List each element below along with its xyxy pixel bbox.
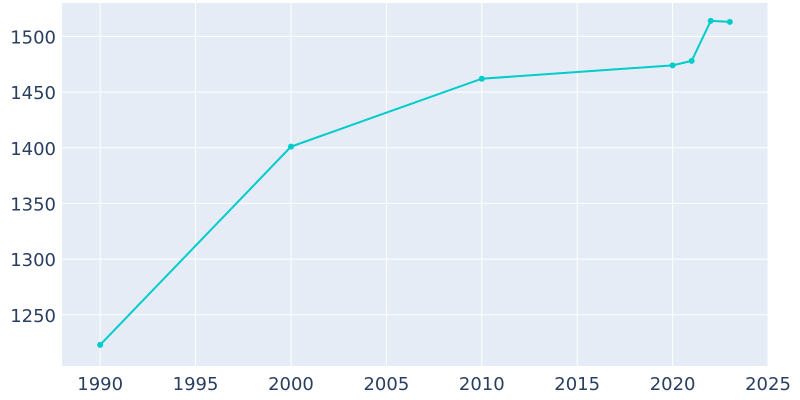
x-tick-label: 1990 — [77, 374, 123, 395]
y-axis-ticks: 1250 1300 1350 1400 1450 1500 — [10, 27, 56, 326]
y-tick-label: 1450 — [10, 83, 56, 104]
x-tick-label: 2015 — [554, 374, 600, 395]
data-point — [688, 57, 695, 64]
grid-lines — [62, 3, 769, 366]
y-tick-label: 1350 — [10, 194, 56, 215]
data-point — [287, 143, 294, 150]
y-tick-label: 1400 — [10, 139, 56, 160]
data-point — [97, 341, 104, 348]
x-tick-label: 2000 — [268, 374, 314, 395]
data-point — [478, 75, 485, 82]
data-point — [669, 62, 676, 69]
x-tick-label: 2020 — [650, 374, 696, 395]
x-tick-label: 1995 — [173, 374, 219, 395]
x-axis-ticks: 1990 1995 2000 2005 2010 2015 2020 2025 — [77, 374, 791, 395]
plot-background — [62, 3, 768, 366]
x-tick-label: 2005 — [363, 374, 409, 395]
y-tick-label: 1500 — [10, 27, 56, 48]
x-tick-label: 2025 — [745, 374, 791, 395]
data-points — [97, 17, 733, 348]
data-point — [726, 18, 733, 25]
y-tick-label: 1300 — [10, 250, 56, 271]
y-tick-label: 1250 — [10, 306, 56, 327]
x-tick-label: 2010 — [459, 374, 505, 395]
data-point — [707, 17, 714, 24]
